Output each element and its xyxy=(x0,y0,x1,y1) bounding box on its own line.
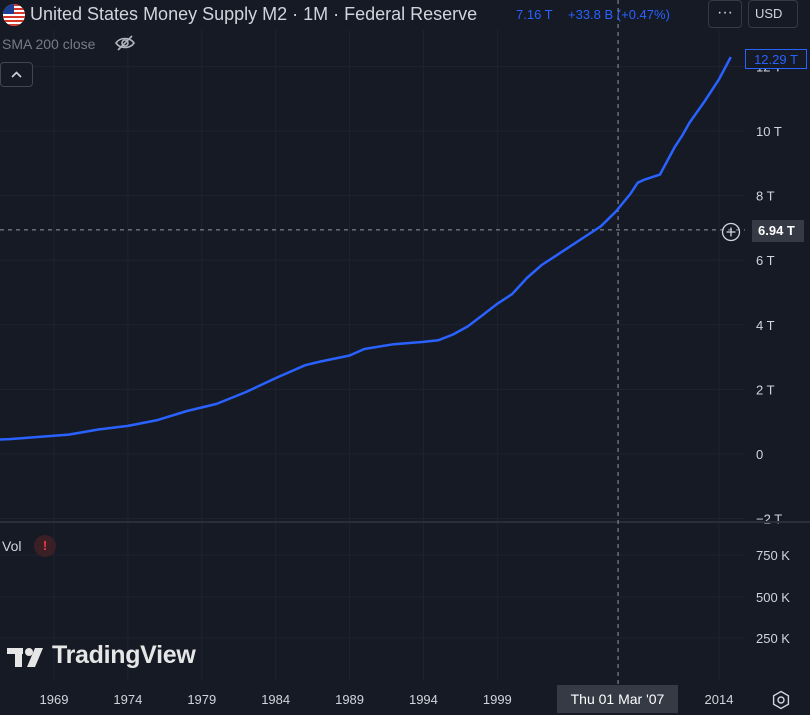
last-value-label: 12.29 T xyxy=(745,49,807,69)
header-change: +33.8 B (+0.47%) xyxy=(568,7,670,22)
tradingview-wordmark[interactable]: TradingView xyxy=(52,641,196,669)
time-axis: 1969 1974 1979 1984 1989 1994 1999 2014 xyxy=(40,692,734,707)
tradingview-logo-icon[interactable] xyxy=(5,642,49,672)
time-tick-label: 2014 xyxy=(705,692,734,707)
price-tick-label: −2 T xyxy=(756,512,782,527)
volume-tick-label: 250 K xyxy=(756,631,790,646)
grid-lines xyxy=(0,30,745,680)
crosshair-value-label: 6.94 T xyxy=(752,220,804,242)
price-tick-label: 2 T xyxy=(756,382,775,397)
header-value: 7.16 T xyxy=(516,7,553,22)
time-tick-label: 1999 xyxy=(483,692,512,707)
volume-tick-label: 750 K xyxy=(756,548,790,563)
add-alert-button[interactable] xyxy=(721,222,741,242)
price-axis: 12 T10 T8 T6 T4 T2 T0−2 T xyxy=(756,59,782,526)
plus-circle-icon xyxy=(721,222,741,242)
more-horizontal-icon: ··· xyxy=(717,4,733,21)
time-tick-label: 1979 xyxy=(187,692,216,707)
volume-axis: 750 K 500 K 250 K xyxy=(756,548,790,646)
crosshair-date-label: Thu 01 Mar '07 xyxy=(557,685,678,713)
price-tick-label: 8 T xyxy=(756,189,775,204)
m2-series-line xyxy=(0,56,732,441)
time-tick-label: 1989 xyxy=(335,692,364,707)
currency-selector[interactable]: USD xyxy=(748,0,798,28)
volume-label[interactable]: Vol xyxy=(2,538,22,554)
price-tick-label: 0 xyxy=(756,447,763,462)
settings-icon[interactable] xyxy=(771,690,791,710)
price-tick-label: 4 T xyxy=(756,318,775,333)
sma-indicator-label[interactable]: SMA 200 close xyxy=(2,36,96,52)
more-options-button[interactable]: ··· xyxy=(708,0,742,28)
time-tick-label: 1994 xyxy=(409,692,438,707)
price-tick-label: 6 T xyxy=(756,253,775,268)
time-tick-label: 1984 xyxy=(261,692,290,707)
chevron-up-icon xyxy=(11,71,22,78)
crosshair xyxy=(0,0,745,685)
volume-tick-label: 500 K xyxy=(756,590,790,605)
eye-off-icon[interactable] xyxy=(114,34,136,52)
collapse-legend-button[interactable] xyxy=(0,62,33,87)
time-tick-label: 1974 xyxy=(113,692,142,707)
symbol-title[interactable]: United States Money Supply M2 · 1M · Fed… xyxy=(30,4,478,24)
us-flag-icon xyxy=(3,4,25,26)
time-tick-label: 1969 xyxy=(40,692,69,707)
warning-icon[interactable]: ! xyxy=(34,535,56,557)
price-tick-label: 10 T xyxy=(756,124,782,139)
